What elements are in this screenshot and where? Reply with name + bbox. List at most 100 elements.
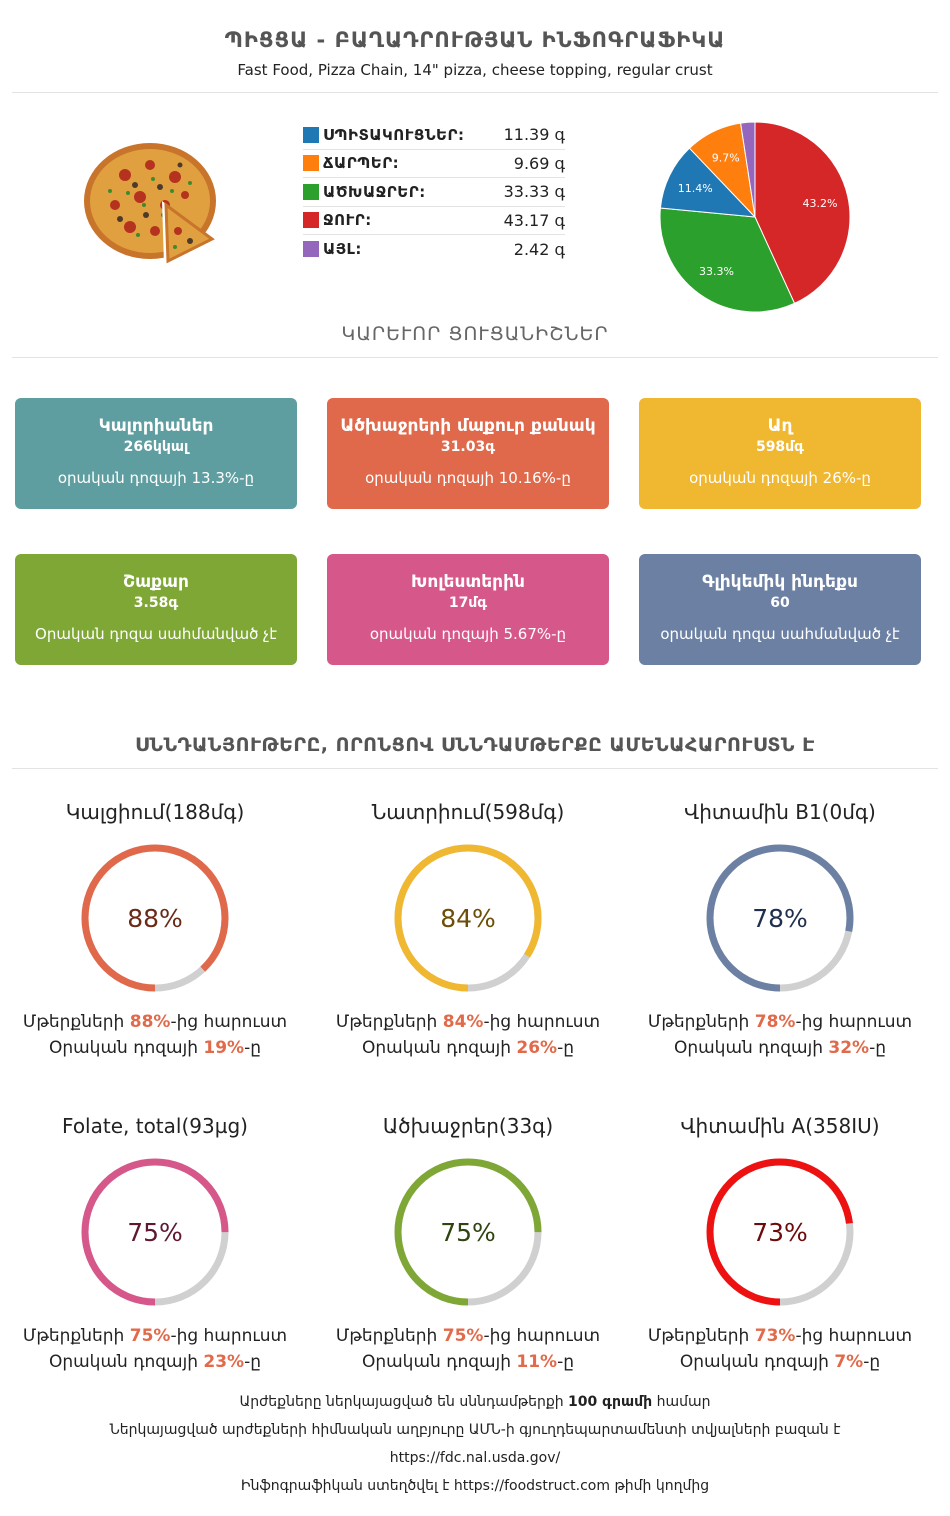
daily-suffix: -ը <box>244 1038 262 1058</box>
ring-percent: 84% <box>440 904 496 933</box>
indicator-card: Ածխաջրերի մաքուր քանակ 31.03գ օրական դոզայ… <box>327 398 609 509</box>
card-note: օրական դոզայի 10.16%-ը <box>365 469 571 487</box>
rank-prefix: Մթերքների <box>335 1326 443 1346</box>
rank-prefix: Մթերքների <box>647 1012 755 1032</box>
nutrient-ring: 78% <box>706 844 854 992</box>
nutrient-title: Ածխաջրեր(33գ) <box>382 1114 554 1138</box>
ring-percent: 75% <box>440 1218 496 1247</box>
nutrient-title: Folate, total(93µg) <box>62 1114 248 1138</box>
macro-row: ՃԱՐՊԵՐ: 9.69 գ <box>303 150 565 178</box>
rank-line: Մթերքների 84%-ից հարուստ <box>318 1012 618 1032</box>
nutrient-ring: 75% <box>81 1158 229 1306</box>
legend-swatch <box>303 126 319 143</box>
card-note: Օրական դոզա սահմանված չէ <box>35 625 277 643</box>
card-value: 31.03գ <box>440 439 496 455</box>
pie-slice <box>740 121 756 218</box>
nutrient-ring: 75% <box>394 1158 542 1306</box>
macro-value: 43.17 գ <box>503 210 565 230</box>
daily-percent: 26% <box>516 1038 558 1058</box>
ring-progress <box>81 844 229 992</box>
rank-line: Մթերքների 75%-ից հարուստ <box>5 1326 305 1346</box>
footer-bold-text: 100 գրամի <box>568 1394 653 1410</box>
macro-value: 33.33 գ <box>503 182 565 202</box>
card-title: Աղ <box>767 416 793 436</box>
footer-text: համար <box>652 1394 711 1410</box>
daily-prefix: Օրական դոզայի <box>361 1038 517 1058</box>
ring-percent: 78% <box>752 904 808 933</box>
daily-suffix: -ը <box>869 1038 887 1058</box>
daily-prefix: Օրական դոզայի <box>679 1352 835 1372</box>
legend-swatch <box>303 155 319 172</box>
daily-percent: 7% <box>834 1352 864 1372</box>
rank-suffix: -ից հարուստ <box>483 1012 601 1032</box>
card-value: 17մգ <box>448 595 488 611</box>
macro-label: ՋՈՒՐ: <box>323 211 372 230</box>
card-note: օրական դոզա սահմանված չէ <box>660 625 900 643</box>
footer-note: Արժեքները ներկայացված են սննդամթերքի 100… <box>0 1394 950 1410</box>
nutrient-item: Ածխաջրեր(33գ) 75% Մթերքների 75%-ից հարուստ… <box>318 1114 618 1372</box>
daily-percent: 23% <box>203 1352 245 1372</box>
daily-suffix: -ը <box>863 1352 881 1372</box>
indicator-card: Խոլեստերին 17մգ օրական դոզայի 5.67%-ը <box>327 554 609 665</box>
ring-percent: 75% <box>127 1218 183 1247</box>
ring-progress <box>706 844 854 992</box>
section-title-key-indicators: ԿԱՐԵՒՈՐ ՑՈՒՑԱՆԻՇՆԵՐ <box>341 323 609 345</box>
card-value: 60 <box>770 595 790 611</box>
ring-progress <box>394 844 542 992</box>
macro-value: 11.39 գ <box>503 125 565 145</box>
pie-slice-label: 11.4% <box>678 182 713 195</box>
card-title: Կալորիաներ <box>98 416 214 436</box>
nutrient-ring: 84% <box>394 844 542 992</box>
ring-percent: 73% <box>752 1218 808 1247</box>
pie-slice-label: 33.3% <box>699 265 734 278</box>
divider <box>12 768 938 769</box>
rank-percent: 75% <box>129 1326 171 1346</box>
daily-line: Օրական դոզայի 11%-ը <box>318 1352 618 1372</box>
daily-line: Օրական դոզայի 26%-ը <box>318 1038 618 1058</box>
rank-line: Մթերքների 78%-ից հարուստ <box>630 1012 930 1032</box>
pie-slice <box>659 207 796 313</box>
rank-suffix: -ից հարուստ <box>795 1012 913 1032</box>
card-value: 598մգ <box>755 439 805 455</box>
indicator-card: Աղ 598մգ օրական դոզայի 26%-ը <box>639 398 921 509</box>
section-title-nutrients: ՍՆՆԴԱՆՅՈՒԹԵՐԸ, ՈՐՈՆՑՈՎ ՍՆՆԴԱՄԹԵՐՔԸ ԱՄԵՆԱ… <box>135 734 815 756</box>
pie-slice <box>754 121 851 305</box>
pie-slice-label: 9.7% <box>712 151 740 164</box>
indicator-card: Գլիկեմիկ ինդեքս 60 օրական դոզա սահմանված չ… <box>639 554 921 665</box>
nutrient-ring: 73% <box>706 1158 854 1306</box>
rank-percent: 84% <box>442 1012 484 1032</box>
macro-label: ՃԱՐՊԵՐ: <box>323 154 400 173</box>
card-title: Շաքար <box>123 572 189 592</box>
ring-progress <box>81 1158 229 1306</box>
footer-text: Արժեքները ներկայացված են սննդամթերքի <box>239 1394 569 1410</box>
rank-suffix: -ից հարուստ <box>483 1326 601 1346</box>
daily-percent: 19% <box>203 1038 245 1058</box>
daily-line: Օրական դոզայի 7%-ը <box>630 1352 930 1372</box>
nutrient-item: Նատրիում(598մգ) 84% Մթերքների 84%-ից հարու… <box>318 800 618 1058</box>
macro-row: ՋՈՒՐ: 43.17 գ <box>303 207 565 235</box>
rank-percent: 88% <box>129 1012 171 1032</box>
card-note: օրական դոզայի 13.3%-ը <box>57 469 255 487</box>
legend-swatch <box>303 212 319 229</box>
footer-text: թիմի կողմից <box>610 1478 710 1494</box>
pie-slice-label: 43.2% <box>802 197 837 210</box>
daily-percent: 11% <box>516 1352 558 1372</box>
macro-row: ԱՅԼ: 2.42 գ <box>303 235 565 264</box>
macro-label: ԱՅԼ: <box>323 240 362 259</box>
pizza-image <box>84 143 216 265</box>
divider <box>12 92 938 93</box>
daily-prefix: Օրական դոզայի <box>673 1038 829 1058</box>
footer-text: Ինֆոգրաֆիկան ստեղծվել է <box>240 1478 454 1494</box>
nutrient-item: Folate, total(93µg) 75% Մթերքների 75%-ից հ… <box>5 1114 305 1372</box>
rank-line: Մթերքների 75%-ից հարուստ <box>318 1326 618 1346</box>
nutrient-item: Կալցիում(188մգ) 88% Մթերքների 88%-ից հարու… <box>5 800 305 1058</box>
divider <box>12 357 938 358</box>
card-value: 3.58գ <box>133 595 179 611</box>
footer-credit-link[interactable]: https://foodstruct.com <box>453 1478 610 1494</box>
card-title: Խոլեստերին <box>411 572 525 592</box>
ring-percent: 88% <box>127 904 183 933</box>
macro-label: ՍՊԻՏԱԿՈՒՑՆԵՐ: <box>323 125 465 144</box>
legend-swatch <box>303 183 319 200</box>
footer-source-link[interactable]: https://fdc.nal.usda.gov/ <box>389 1450 561 1466</box>
rank-prefix: Մթերքների <box>335 1012 443 1032</box>
